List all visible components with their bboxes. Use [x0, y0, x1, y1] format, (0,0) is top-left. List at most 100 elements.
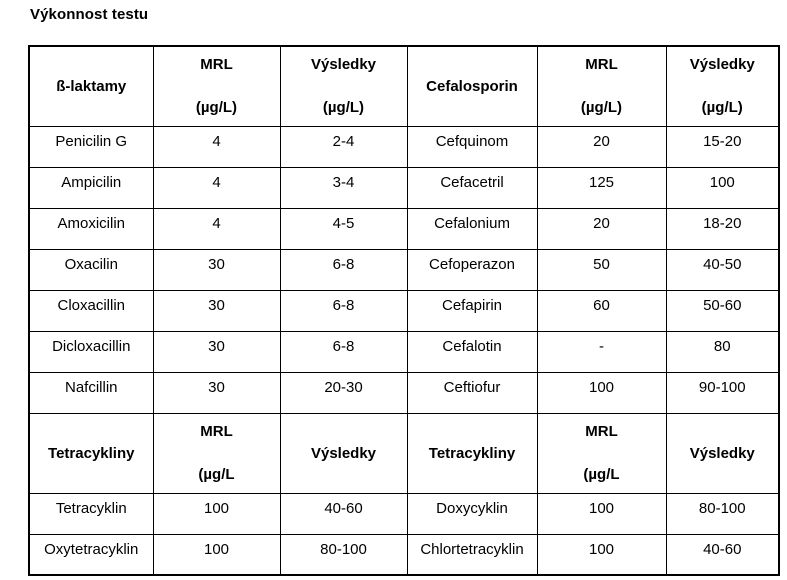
- data-cell: -: [536, 330, 667, 373]
- data-cell: 20-30: [279, 371, 408, 414]
- data-cell: Cefacetril: [406, 166, 538, 209]
- header-cell-lines: Výsledky (µg/L): [281, 47, 406, 125]
- data-cell: 30: [152, 248, 281, 291]
- table-row: Tetracyklin 100 40-60 Doxycyklin 100 80-100: [28, 492, 780, 535]
- header-line: (µg/L): [322, 99, 365, 117]
- header-cell: MRL (µg/L: [536, 412, 667, 494]
- header-line: Výsledky: [310, 56, 377, 74]
- header-cell-lines: MRL (µg/L: [538, 414, 665, 492]
- header-line: MRL: [200, 56, 233, 74]
- header-line: Výsledky: [310, 444, 377, 462]
- header-line: MRL: [585, 423, 618, 440]
- table-row: Oxacilin 30 6-8 Cefoperazon 50 40-50: [28, 248, 780, 291]
- header-cell: MRL (µg/L): [152, 45, 281, 127]
- table-row: Cloxacillin 30 6-8 Cefapirin 60 50-60: [28, 289, 780, 332]
- data-cell: Ampicilin: [28, 166, 154, 209]
- data-cell: 30: [152, 371, 281, 414]
- data-cell: Ceftiofur: [406, 371, 538, 414]
- data-cell: 100: [536, 371, 667, 414]
- header-cell-lines: Výsledky: [667, 414, 778, 492]
- header-cell-lines: MRL (µg/L): [538, 47, 665, 125]
- header-line: (µg/L): [195, 99, 238, 117]
- header-line: (µg/L: [198, 466, 235, 483]
- data-cell: Dicloxacillin: [28, 330, 154, 373]
- data-cell: Cefoperazon: [406, 248, 538, 291]
- data-cell: 4: [152, 207, 281, 250]
- header-line: ß-laktamy: [56, 77, 127, 95]
- header-cell: MRL (µg/L): [536, 45, 667, 127]
- table-row: Nafcillin 30 20-30 Ceftiofur 100 90-100: [28, 371, 780, 414]
- header-line: (µg/L: [583, 466, 620, 483]
- table-row: Penicilin G 4 2-4 Cefquinom 20 15-20: [28, 125, 780, 168]
- data-cell: Cefquinom: [406, 125, 538, 168]
- data-cell: 4: [152, 125, 281, 168]
- data-cell: 100: [665, 166, 780, 209]
- header-cell-lines: MRL (µg/L: [154, 414, 279, 492]
- data-cell: Penicilin G: [28, 125, 154, 168]
- header-row: Tetracykliny MRL (µg/L Výsledky Tetracykliny…: [28, 412, 780, 494]
- header-cell: ß-laktamy: [28, 45, 154, 127]
- table-row: Amoxicilin 4 4-5 Cefalonium 20 18-20: [28, 207, 780, 250]
- data-cell: Cefalonium: [406, 207, 538, 250]
- header-cell: Výsledky (µg/L): [665, 45, 780, 127]
- header-cell-lines: Tetracykliny: [30, 414, 152, 492]
- header-line: MRL: [585, 56, 618, 74]
- header-line: (µg/L): [701, 99, 743, 117]
- data-cell: 18-20: [665, 207, 780, 250]
- data-cell: 4: [152, 166, 281, 209]
- header-cell-lines: ß-laktamy: [30, 47, 152, 125]
- data-cell: 4-5: [279, 207, 408, 250]
- data-cell: 40-60: [279, 492, 408, 535]
- table-body: ß-laktamy MRL (µg/L) Výsledky (µg/L) Cefalosp…: [28, 45, 780, 576]
- data-cell: Amoxicilin: [28, 207, 154, 250]
- data-cell: Oxacilin: [28, 248, 154, 291]
- data-cell: 80: [665, 330, 780, 373]
- header-cell: Tetracykliny: [406, 412, 538, 494]
- data-cell: 6-8: [279, 248, 408, 291]
- header-cell-lines: Výsledky: [281, 414, 406, 492]
- test-performance-table: ß-laktamy MRL (µg/L) Výsledky (µg/L) Cefalosp…: [28, 45, 780, 576]
- data-cell: 30: [152, 330, 281, 373]
- data-cell: 100: [152, 492, 281, 535]
- data-cell: Doxycyklin: [406, 492, 538, 535]
- data-cell: 50-60: [665, 289, 780, 332]
- data-cell: 80-100: [665, 492, 780, 535]
- header-line: Výsledky: [689, 444, 755, 462]
- header-line: MRL: [200, 423, 233, 440]
- header-line: (µg/L): [580, 99, 623, 117]
- table-row: Dicloxacillin 30 6-8 Cefalotin -80: [28, 330, 780, 373]
- data-cell: 20: [536, 125, 667, 168]
- data-cell: Cefapirin: [406, 289, 538, 332]
- header-cell: Výsledky: [279, 412, 408, 494]
- data-cell: 80-100: [279, 533, 408, 576]
- header-cell-lines: MRL (µg/L): [154, 47, 279, 125]
- data-cell: Tetracyklin: [28, 492, 154, 535]
- data-cell: 60: [536, 289, 667, 332]
- header-cell: Výsledky: [665, 412, 780, 494]
- data-cell: 100: [536, 533, 667, 576]
- data-cell: 30: [152, 289, 281, 332]
- data-cell: 90-100: [665, 371, 780, 414]
- data-cell: Cloxacillin: [28, 289, 154, 332]
- table-row: Ampicilin 4 3-4 Cefacetril 125 100: [28, 166, 780, 209]
- header-cell: Výsledky (µg/L): [279, 45, 408, 127]
- data-cell: Chlortetracyklin: [406, 533, 538, 576]
- data-cell: Oxytetracyklin: [28, 533, 154, 576]
- page-title: Výkonnost testu: [30, 6, 149, 23]
- header-line: Výsledky: [689, 56, 755, 74]
- header-cell-lines: Tetracykliny: [408, 414, 536, 492]
- data-cell: 6-8: [279, 289, 408, 332]
- data-cell: Nafcillin: [28, 371, 154, 414]
- data-cell: Cefalotin: [406, 330, 538, 373]
- table-row: Oxytetracyklin 100 80-100 Chlortetracyklin 1…: [28, 533, 780, 576]
- data-cell: 100: [152, 533, 281, 576]
- data-cell: 2-4: [279, 125, 408, 168]
- data-cell: 15-20: [665, 125, 780, 168]
- data-cell: 3-4: [279, 166, 408, 209]
- data-cell: 40-50: [665, 248, 780, 291]
- header-cell: Cefalosporin: [406, 45, 538, 127]
- header-cell-lines: Cefalosporin: [408, 47, 536, 125]
- data-cell: 20: [536, 207, 667, 250]
- data-cell: 100: [536, 492, 667, 535]
